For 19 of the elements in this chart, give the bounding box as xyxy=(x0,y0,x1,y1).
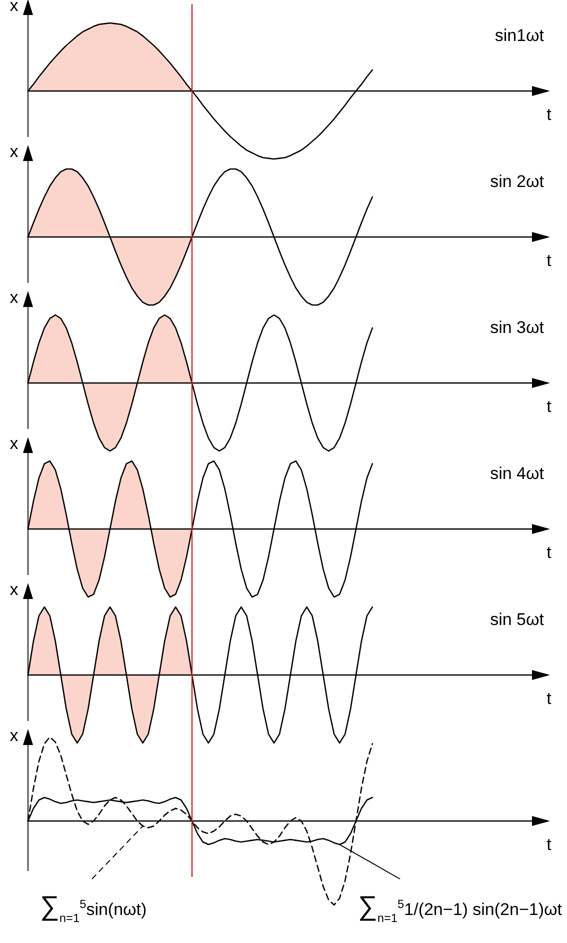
legend-label: ∑$_{n=1}$$^{5}$1/(2n−1) sin(2n−1)ωt xyxy=(358,890,562,925)
chart-title: sin 5ωt xyxy=(490,610,544,629)
y-axis-title: x xyxy=(10,288,19,307)
x-axis-title: t xyxy=(546,105,552,124)
y-axis-title: x xyxy=(10,580,19,599)
y-axis-title: x xyxy=(10,726,19,745)
x-axis-title: t xyxy=(546,251,552,270)
x-axis-title: t xyxy=(546,835,552,854)
y-axis-title: x xyxy=(10,434,19,453)
chart-title: sin 4ωt xyxy=(490,464,544,483)
y-axis-title: x xyxy=(10,142,19,161)
y-axis-title: x xyxy=(10,0,19,15)
legend-label: ∑$_{n=1}$$^{5}$sin(nωt) xyxy=(40,890,147,925)
chart-title: sin1ωt xyxy=(494,26,544,45)
chart-title: sin 3ωt xyxy=(490,318,544,337)
x-axis-title: t xyxy=(546,689,552,708)
x-axis-title: t xyxy=(546,397,552,416)
chart-title: sin 2ωt xyxy=(490,172,544,191)
x-axis-title: t xyxy=(546,543,552,562)
